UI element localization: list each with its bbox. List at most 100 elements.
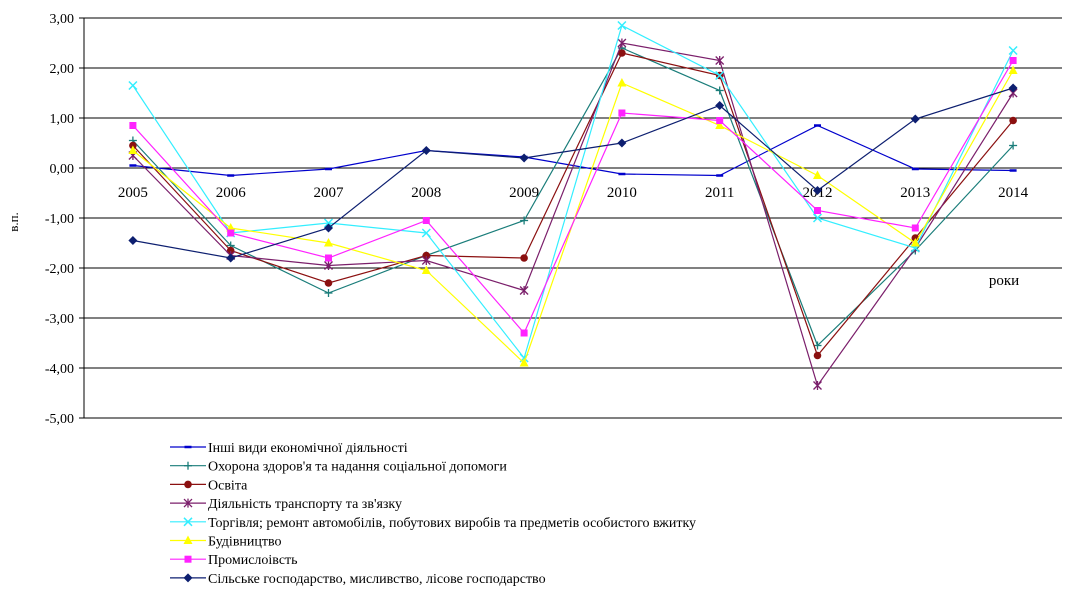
x-tick-label: 2006 bbox=[216, 185, 247, 201]
legend-label: Освіта bbox=[208, 478, 248, 493]
legend-label: Діяльність транспорту та зв'язку bbox=[208, 497, 402, 512]
data-point bbox=[421, 146, 431, 155]
data-point bbox=[813, 170, 822, 179]
data-point bbox=[813, 341, 822, 350]
data-point bbox=[184, 555, 192, 563]
data-point bbox=[617, 20, 627, 31]
data-point bbox=[1008, 45, 1018, 56]
data-point bbox=[519, 153, 529, 163]
data-point bbox=[618, 109, 626, 117]
series bbox=[128, 83, 1018, 263]
series-line bbox=[132, 60, 1014, 335]
series-line bbox=[132, 24, 1014, 360]
data-point bbox=[715, 101, 725, 110]
series bbox=[128, 44, 1018, 350]
x-tick-label: 2008 bbox=[411, 185, 441, 201]
legend-item: Будівництво bbox=[170, 535, 282, 550]
gridlines bbox=[84, 17, 1062, 419]
data-point bbox=[226, 223, 236, 232]
data-point bbox=[520, 216, 529, 225]
data-point bbox=[184, 480, 192, 489]
data-point bbox=[325, 254, 332, 262]
series bbox=[128, 65, 1018, 367]
data-point bbox=[226, 246, 235, 255]
x-tick-label: 2011 bbox=[705, 185, 734, 201]
series-line bbox=[132, 70, 1014, 365]
data-point bbox=[715, 120, 725, 129]
data-point bbox=[183, 517, 193, 527]
data-point bbox=[226, 253, 236, 263]
legend-item: Промислоівсть bbox=[170, 553, 298, 568]
series-line bbox=[132, 42, 1014, 387]
series-line bbox=[132, 52, 1014, 357]
data-point bbox=[617, 78, 627, 87]
data-point bbox=[1008, 65, 1018, 74]
legend-label: Сільське господарство, мисливство, лісов… bbox=[208, 572, 546, 587]
y-tick-label: -4,00 bbox=[45, 362, 74, 377]
x-tick-label: 2010 bbox=[607, 185, 637, 201]
y-tick-label: 2,00 bbox=[50, 62, 75, 77]
y-axis-label: в.п. bbox=[6, 212, 21, 232]
data-point bbox=[324, 223, 333, 233]
series bbox=[129, 49, 1017, 360]
data-point bbox=[617, 138, 627, 148]
data-point bbox=[715, 56, 725, 65]
series-line bbox=[132, 87, 1014, 259]
y-tick-label: -1,00 bbox=[45, 212, 74, 227]
legend: Інші види економічної діяльності Охорона … bbox=[170, 441, 696, 587]
data-point bbox=[129, 122, 137, 129]
legend-item: Діяльність транспорту та зв'язку bbox=[170, 497, 402, 512]
data-point bbox=[911, 224, 919, 232]
data-point bbox=[1008, 83, 1018, 93]
data-point bbox=[813, 351, 822, 360]
data-point bbox=[184, 461, 192, 470]
data-point bbox=[715, 86, 724, 95]
data-point bbox=[813, 381, 822, 390]
data-point bbox=[421, 265, 431, 274]
legend-item: Освіта bbox=[170, 478, 248, 493]
legend-item: Інші види економічної діяльності bbox=[170, 441, 408, 456]
x-tick-label: 2014 bbox=[998, 185, 1029, 201]
x-tick-label: 2013 bbox=[900, 185, 930, 201]
series-line bbox=[132, 47, 1014, 347]
x-axis-label: роки bbox=[989, 273, 1019, 289]
data-point bbox=[813, 186, 822, 195]
data-point bbox=[618, 49, 626, 57]
legend-label: Будівництво bbox=[208, 535, 282, 550]
series bbox=[129, 57, 1017, 337]
legend-item: Сільське господарство, мисливство, лісов… bbox=[170, 572, 546, 587]
y-tick-label: -2,00 bbox=[45, 262, 74, 277]
series bbox=[128, 38, 1018, 390]
legend-item: Охорона здоров'я та надання соціальної д… bbox=[170, 460, 507, 475]
legend-label: Торгівля; ремонт автомобілів, побутових … bbox=[208, 516, 696, 531]
series bbox=[128, 20, 1018, 363]
data-point bbox=[183, 573, 193, 583]
y-tick-label: 0,00 bbox=[50, 162, 75, 177]
data-point bbox=[1009, 141, 1018, 150]
data-point bbox=[324, 279, 333, 287]
x-tick-label: 2007 bbox=[314, 185, 345, 201]
data-point bbox=[324, 238, 333, 247]
legend-label: Промислоівсть bbox=[208, 553, 298, 568]
data-point bbox=[324, 289, 333, 297]
data-point bbox=[128, 80, 138, 91]
data-point bbox=[422, 217, 430, 224]
data-point bbox=[715, 70, 725, 81]
y-tick-label: 1,00 bbox=[50, 112, 75, 127]
data-point bbox=[1009, 116, 1017, 125]
legend-label: Інші види економічної діяльності bbox=[208, 441, 408, 456]
data-point bbox=[421, 228, 431, 238]
y-tick-label: -5,00 bbox=[45, 412, 74, 427]
data-point bbox=[183, 498, 193, 508]
axes: 3,00 2,00 1,00 0,00 -1,00 -2,00 -3,00 -4,00 -5,0… bbox=[45, 12, 1029, 427]
data-point bbox=[128, 145, 138, 154]
x-tick-label: 2005 bbox=[118, 185, 148, 201]
data-point bbox=[812, 213, 823, 223]
data-point bbox=[519, 286, 529, 295]
y-tick-label: -3,00 bbox=[45, 312, 74, 327]
data-point bbox=[519, 358, 529, 367]
data-point bbox=[520, 254, 528, 262]
data-point bbox=[910, 114, 920, 124]
legend-item: Торгівля; ремонт автомобілів, побутових … bbox=[170, 516, 696, 531]
